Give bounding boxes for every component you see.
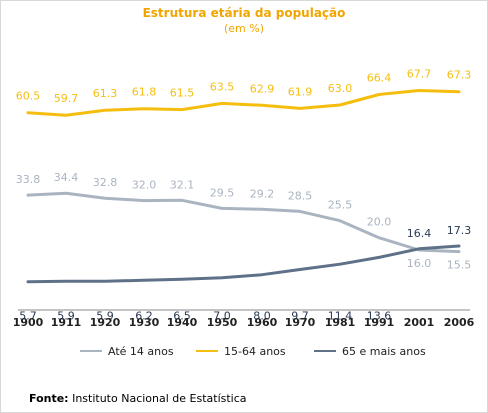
data-label: 5.9 xyxy=(96,309,114,322)
x-tick-label: 1911 xyxy=(51,316,82,329)
x-tick-label: 1970 xyxy=(285,316,316,329)
x-tick-label: 1920 xyxy=(90,316,121,329)
chart-subtitle: (em %) xyxy=(224,22,264,35)
x-tick-label: 1930 xyxy=(129,316,160,329)
data-label: 17.3 xyxy=(447,224,472,237)
data-label: 63.5 xyxy=(210,80,235,93)
data-label: 66.4 xyxy=(367,72,392,85)
data-label: 67.7 xyxy=(407,68,432,81)
source-label: Fonte: xyxy=(29,392,69,405)
data-label: 63.0 xyxy=(328,82,353,95)
data-label: 33.8 xyxy=(16,173,41,186)
legend: Até 14 anos 15-64 anos 65 e mais anos xyxy=(80,345,426,358)
data-label: 20.0 xyxy=(367,216,392,229)
series-lines xyxy=(26,89,461,284)
data-label: 60.5 xyxy=(16,90,41,103)
data-label: 6.2 xyxy=(135,309,153,322)
legend-label: Até 14 anos xyxy=(108,345,174,358)
line-ate-14-anos xyxy=(26,191,461,254)
data-label: 34.4 xyxy=(54,171,79,184)
data-label: 6.5 xyxy=(173,309,191,322)
source-text: Instituto Nacional de Estatística xyxy=(72,392,247,405)
data-label: 16.4 xyxy=(407,227,432,240)
legend-label: 15-64 anos xyxy=(224,345,286,358)
source-note: Fonte: Instituto Nacional de Estatística xyxy=(29,392,247,405)
x-tick-label: 2006 xyxy=(444,316,475,329)
data-label: 62.9 xyxy=(250,82,275,95)
x-tick-label: 1991 xyxy=(364,316,395,329)
data-label: 67.3 xyxy=(447,69,472,82)
data-label: 32.1 xyxy=(170,178,195,191)
data-label: 25.5 xyxy=(328,199,353,212)
x-tick-label: 1950 xyxy=(207,316,238,329)
data-label: 11.4 xyxy=(328,309,353,322)
data-label: 29.5 xyxy=(210,186,235,199)
data-label: 5.9 xyxy=(57,309,75,322)
x-tick-label: 1981 xyxy=(325,316,356,329)
data-label: 13.6 xyxy=(367,309,392,322)
data-label: 61.5 xyxy=(170,87,195,100)
data-label: 29.2 xyxy=(250,187,275,200)
line-15-64-anos xyxy=(26,89,461,117)
data-label: 32.0 xyxy=(132,179,157,192)
data-label: 15.5 xyxy=(447,259,472,272)
data-label: 61.8 xyxy=(132,86,157,99)
x-tick-label: 2001 xyxy=(404,316,435,329)
data-label: 8.0 xyxy=(253,309,271,322)
data-label: 5.7 xyxy=(19,309,37,322)
legend-label: 65 e mais anos xyxy=(342,345,426,358)
data-label: 61.9 xyxy=(288,85,313,98)
data-label: 28.5 xyxy=(288,189,313,202)
data-label: 32.8 xyxy=(93,176,118,189)
data-label: 16.0 xyxy=(407,257,432,270)
x-tick-label: 1940 xyxy=(167,316,198,329)
data-label: 59.7 xyxy=(54,92,79,105)
data-label: 61.3 xyxy=(93,87,118,100)
x-tick-labels: 1900 1911 1920 1930 1940 1950 1960 1970 1981 1991… xyxy=(13,316,475,329)
chart-title: Estrutura etária da população xyxy=(143,6,346,20)
x-tick-label: 1960 xyxy=(247,316,278,329)
data-label: 9.7 xyxy=(291,309,309,322)
value-labels: 33.8 34.4 32.8 32.0 32.1 29.5 29.2 28.5 25.5 20.0… xyxy=(16,68,472,323)
data-label: 7.0 xyxy=(213,309,231,322)
x-tick-label: 1900 xyxy=(13,316,44,329)
line-65-e-mais-anos xyxy=(26,244,461,284)
